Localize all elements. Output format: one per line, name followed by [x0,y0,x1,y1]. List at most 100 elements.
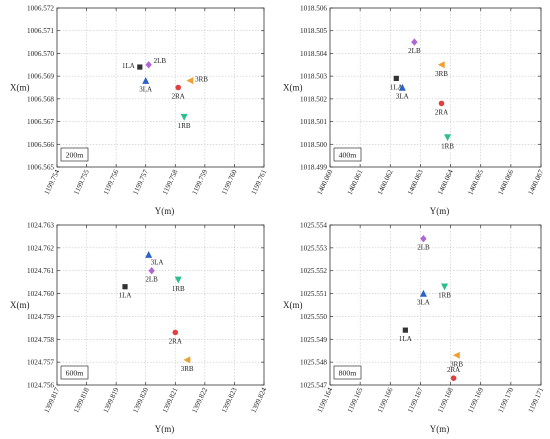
grid [330,8,541,167]
panel-400m: 1018.499 1018.500 1018.501 1018.502 1018.503… [283,5,545,217]
triangle-up-marker [142,76,150,84]
square-marker [402,327,408,333]
y-tick-label: 1025.550 [300,313,327,321]
y-tick-label: 1024.761 [27,267,54,275]
y-tick-label: 1018.502 [300,95,327,103]
data-point-2ra: 2RA [172,84,185,101]
square-marker [122,284,128,290]
x-tick-label: 1399.818 [72,386,91,414]
annotation-text: 600m [66,369,84,378]
x-axis-label: Y(m) [430,206,450,216]
y-tick-label: 1006.569 [27,73,54,81]
y-tick-label: 1025.553 [300,244,327,252]
y-axis-label: X(m) [10,83,30,93]
square-marker [393,75,399,82]
x-tick-label: 1199.758 [161,168,180,196]
triangle-up-marker [145,251,153,258]
x-tick-label: 1399.820 [131,386,150,414]
x-tick-label: 1399.822 [191,386,210,414]
point-label: 1LA [399,335,412,343]
plot-frame [329,224,542,386]
y-tick-label: 1006.566 [27,141,54,149]
y-axis-label: X(m) [10,300,30,310]
y-tick-label: 1024.757 [27,359,54,367]
data-point-3la: 3LA [417,289,430,307]
y-tick-label: 1006.572 [27,5,54,13]
y-tick-label: 1018.503 [300,73,327,81]
distance-annotation: 600m [60,365,89,380]
x-axis-label: Y(m) [155,424,175,434]
y-tick-label: 1006.571 [27,27,54,35]
x-tick-label: 1199.169 [466,386,485,414]
x-tick-label: 1199.755 [72,168,91,196]
data-point-3rb: 3RB [186,76,208,85]
y-tick-label: 1024.758 [27,336,54,344]
y-tick-label: 1025.549 [300,336,327,344]
circle-marker [175,84,182,91]
distance-annotation: 400m [333,147,362,162]
point-label: 1LA [119,292,132,300]
point-label: 3RB [450,360,463,368]
x-tick-label: 1199.756 [102,168,121,196]
annotation-box [333,365,362,380]
x-tick-label: 1400.061 [346,168,365,196]
square-marker [137,64,143,70]
triangle-down-marker [444,134,452,142]
y-tick-label: 1018.499 [300,164,327,172]
x-tick-label: 1400.064 [436,168,455,196]
y-tick-label: 1025.547 [300,382,327,390]
data-point-3rb: 3RB [435,61,448,78]
x-tick-label: 1199.757 [131,168,150,196]
data-point-2lb: 2LB [145,267,158,284]
point-label: 2LB [417,244,430,252]
data-point-2ra: 2RA [447,366,460,381]
annotation-box [333,147,362,162]
data-point-1la: 1LA [399,327,412,343]
point-label: 1RB [438,292,451,300]
x-tick-label: 1400.060 [316,168,335,196]
point-label: 1LA [122,62,135,70]
y-tick-label: 1018.505 [300,27,327,35]
data-point-1rb: 1RB [178,113,191,130]
data-point-1rb: 1RB [172,276,185,293]
y-tick-label: 1024.760 [27,290,54,298]
x-tick-label: 1399.817 [43,386,62,414]
panel-200m: 1006.565 1006.566 1006.567 1006.568 1006.569… [10,5,268,217]
y-axis-label: X(m) [283,300,303,310]
data-point-1la: 1LA [119,284,132,300]
y-tick-label: 1006.565 [27,164,54,172]
grid [330,225,541,385]
point-label: 3LA [396,93,409,101]
data-point-1la: 1LA [390,75,403,91]
triangle-left-marker [452,351,460,359]
data-point-1rb: 1RB [441,134,454,150]
x-tick-label: 1199.164 [316,386,335,414]
circle-marker [450,375,457,381]
x-tick-label: 1199.759 [191,168,210,196]
x-tick-label: 1199.171 [527,386,546,414]
data-point-2lb: 2LB [145,57,166,69]
annotation-box [60,365,89,380]
x-tick-label: 1400.062 [376,168,395,196]
triangle-up-marker [398,83,406,91]
diamond-marker [420,235,427,243]
y-tick-label: 1018.500 [300,141,327,149]
point-label: 3LA [417,299,430,307]
y-tick-label: 1025.552 [300,267,327,275]
plot-frame [329,7,542,168]
data-point-1la: 1LA [122,62,143,70]
y-tick-label: 1018.504 [300,50,327,58]
annotation-text: 800m [339,369,357,378]
data-point-3la: 3LA [139,76,152,94]
annotation-text: 400m [339,151,357,160]
triangle-down-marker [180,113,188,121]
y-tick-label: 1018.506 [300,5,327,13]
grid [57,8,264,167]
diamond-marker [148,267,155,275]
x-tick-label: 1399.823 [220,386,239,414]
data-point-2ra: 2RA [169,329,182,345]
triangle-up-marker [419,289,427,297]
point-label: 3RB [195,76,208,84]
triangle-left-marker [437,61,445,69]
